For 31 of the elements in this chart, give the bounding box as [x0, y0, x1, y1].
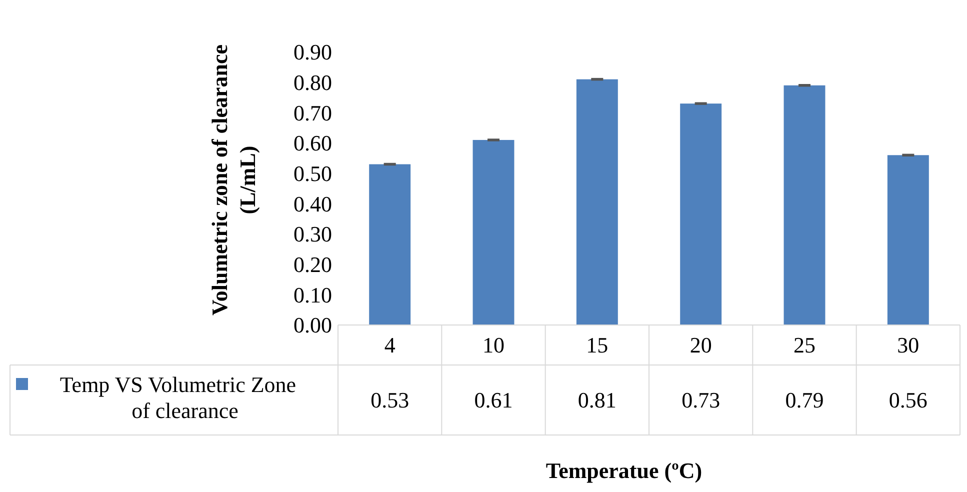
y-tick-label: 0.90 — [294, 40, 332, 65]
x-tick-label: 20 — [690, 332, 712, 358]
x-tick-label: 15 — [586, 332, 608, 358]
x-axis-title: Temperatue (ºC) — [546, 458, 702, 483]
bar — [576, 79, 618, 325]
data-label: 0.56 — [888, 388, 928, 413]
y-tick-label: 0.60 — [294, 130, 332, 156]
y-tick-label: 0.30 — [294, 222, 332, 247]
legend-label: Temp VS Volumetric Zone of clearance — [60, 372, 296, 423]
data-label: 0.73 — [682, 388, 720, 413]
y-tick-label: 0.40 — [294, 191, 332, 216]
data-label: 0.53 — [370, 388, 410, 413]
bar — [887, 155, 929, 325]
data-label: 0.61 — [474, 388, 513, 413]
x-tick-label: 30 — [897, 332, 920, 358]
bar — [472, 140, 514, 325]
y-tick-label: 0.80 — [294, 70, 332, 96]
bar — [784, 85, 826, 325]
y-tick-label: 0.50 — [294, 161, 332, 186]
bar — [680, 104, 722, 325]
data-label: 0.79 — [785, 388, 824, 413]
bar — [369, 164, 411, 325]
y-tick-label: 0.00 — [294, 312, 332, 338]
x-tick-label: 25 — [794, 332, 816, 358]
x-tick-label: 4 — [384, 332, 396, 358]
data-label: 0.81 — [578, 388, 616, 413]
y-axis-title: Volumetric zone of clearance (L/mL) — [207, 44, 260, 316]
x-tick-label: 10 — [482, 332, 504, 358]
y-tick-label: 0.20 — [294, 252, 332, 278]
y-tick-label: 0.10 — [294, 282, 332, 308]
y-tick-label: 0.70 — [294, 100, 332, 126]
